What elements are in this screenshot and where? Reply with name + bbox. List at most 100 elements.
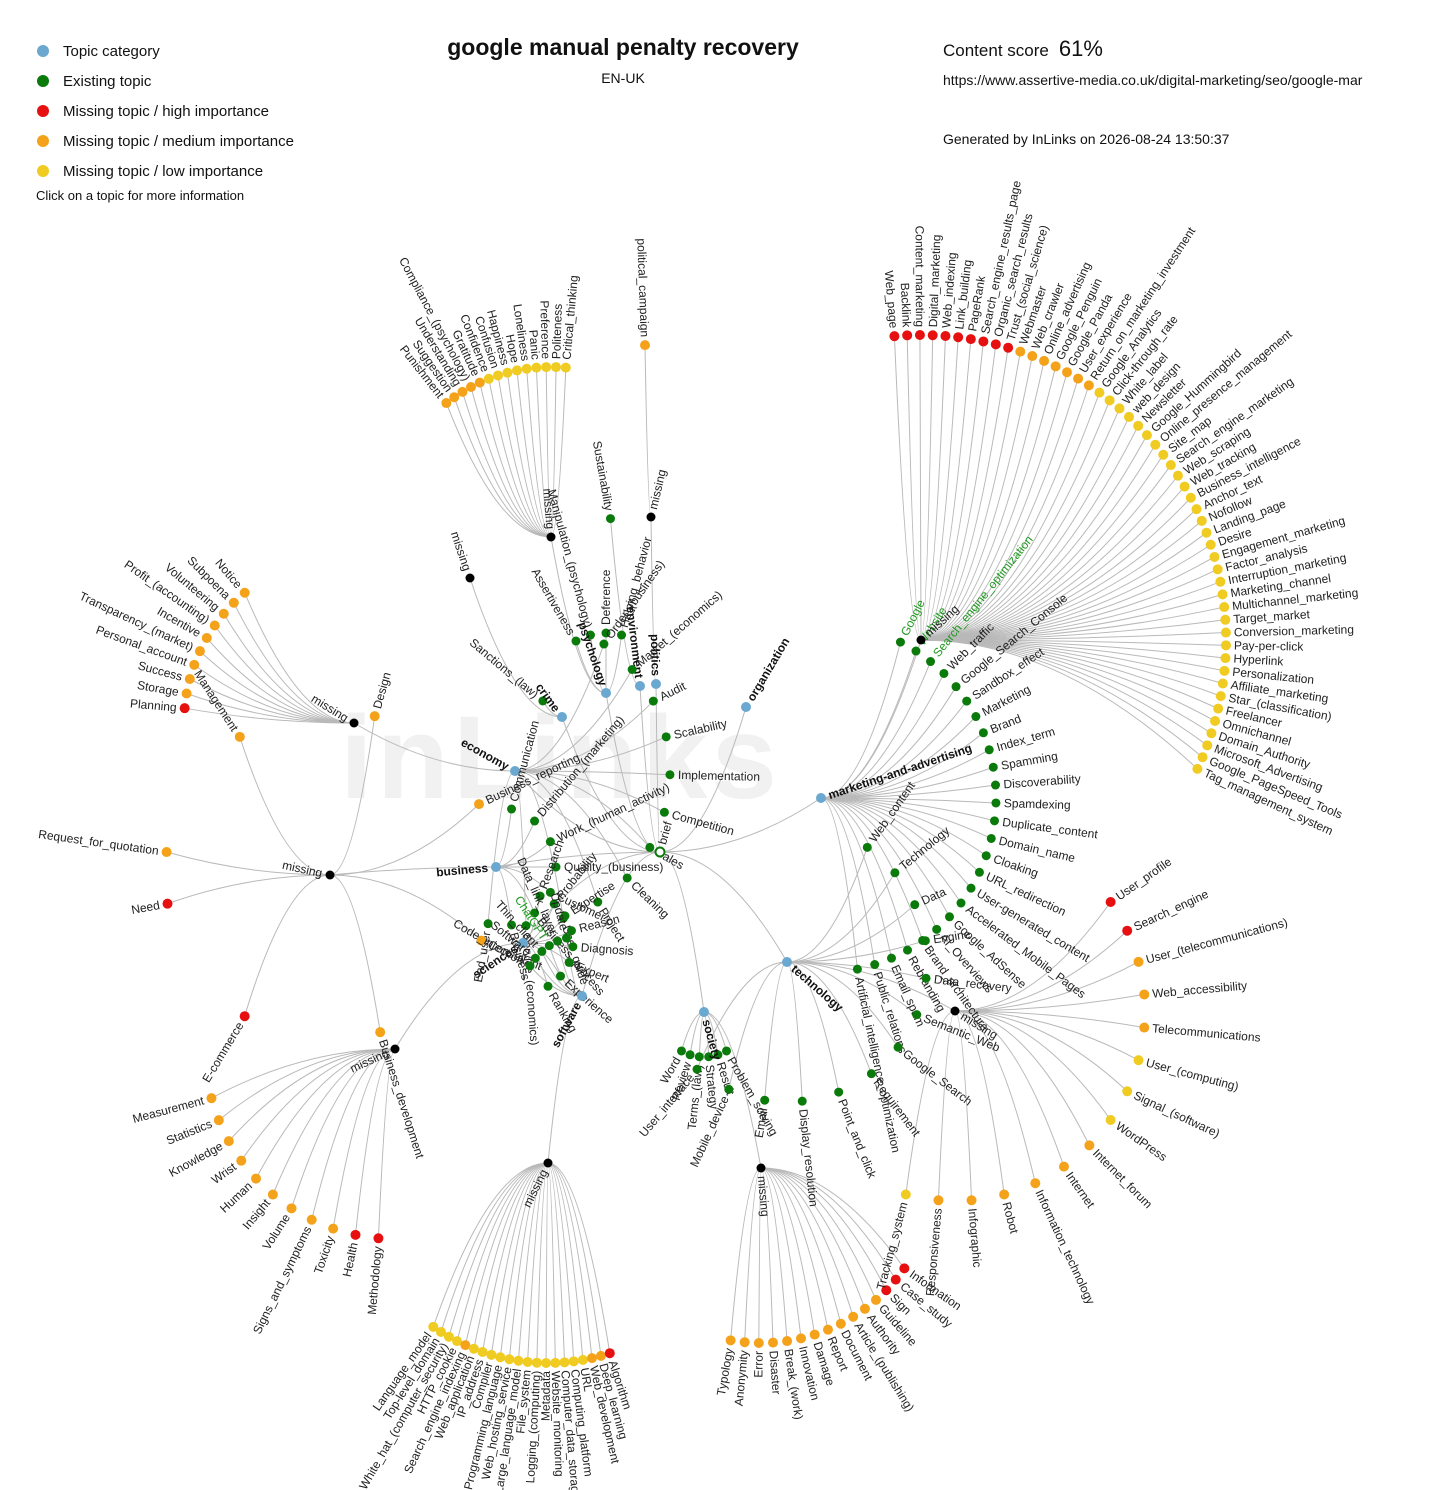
missing-topic-label[interactable]: Need bbox=[130, 898, 161, 917]
missing-topic-node[interactable] bbox=[1027, 351, 1038, 362]
missing-topic-node[interactable] bbox=[1217, 678, 1228, 689]
missing-topic-node[interactable] bbox=[1209, 551, 1220, 562]
missing-topic-node[interactable] bbox=[239, 1011, 250, 1022]
missing-topic-label[interactable]: Signs_and_symptoms bbox=[250, 1224, 314, 1336]
missing-topic-node[interactable] bbox=[1083, 380, 1094, 391]
existing-topic-node[interactable] bbox=[890, 868, 900, 878]
existing-topic-node[interactable] bbox=[585, 630, 595, 640]
missing-topic-node[interactable] bbox=[978, 336, 989, 347]
missing-topic-label[interactable]: Web_indexing bbox=[939, 252, 959, 329]
missing-topic-node[interactable] bbox=[531, 1357, 542, 1368]
existing-topic-node[interactable] bbox=[538, 696, 548, 706]
missing-topic-node[interactable] bbox=[953, 332, 964, 343]
category-node[interactable] bbox=[741, 702, 751, 712]
missing-topic-node[interactable] bbox=[870, 1294, 881, 1305]
existing-topic-node[interactable] bbox=[866, 1069, 876, 1079]
existing-topic-node[interactable] bbox=[886, 953, 896, 963]
existing-topic-node[interactable] bbox=[939, 668, 949, 678]
missing-topic-node[interactable] bbox=[586, 1353, 597, 1364]
missing-topic-node[interactable] bbox=[881, 1285, 892, 1296]
missing-topic-node[interactable] bbox=[457, 386, 468, 397]
existing-topic-node[interactable] bbox=[549, 899, 559, 909]
existing-topic-label[interactable]: Market_(economics) bbox=[634, 588, 725, 670]
missing-hub-label[interactable]: missing bbox=[540, 488, 557, 530]
existing-topic-node[interactable] bbox=[566, 926, 576, 936]
existing-topic-label[interactable]: Point_and_click bbox=[835, 1097, 879, 1181]
missing-topic-label[interactable]: WordPress bbox=[1113, 1119, 1169, 1164]
existing-topic-node[interactable] bbox=[966, 883, 976, 893]
missing-topic-label[interactable]: Management bbox=[191, 668, 241, 735]
missing-hub-label[interactable]: missing bbox=[755, 1175, 773, 1217]
existing-topic-label[interactable]: Spamming bbox=[1000, 749, 1059, 773]
missing-topic-label[interactable]: Anonymity bbox=[732, 1350, 751, 1407]
missing-topic-node[interactable] bbox=[1197, 752, 1208, 763]
missing-topic-node[interactable] bbox=[1219, 602, 1230, 613]
existing-topic-node[interactable] bbox=[932, 924, 942, 934]
missing-topic-node[interactable] bbox=[541, 362, 552, 373]
missing-topic-node[interactable] bbox=[639, 340, 650, 351]
root-label[interactable]: brief bbox=[655, 819, 675, 846]
existing-topic-label[interactable]: Sustainability bbox=[590, 440, 616, 512]
existing-topic-node[interactable] bbox=[659, 807, 669, 817]
missing-topic-label[interactable]: File_system bbox=[513, 1369, 533, 1434]
existing-topic-node[interactable] bbox=[951, 682, 961, 692]
missing-topic-node[interactable] bbox=[184, 674, 195, 685]
missing-hub-node[interactable] bbox=[756, 1163, 766, 1173]
missing-topic-node[interactable] bbox=[835, 1318, 846, 1329]
missing-topic-node[interactable] bbox=[848, 1311, 859, 1322]
missing-topic-node[interactable] bbox=[1105, 897, 1116, 908]
existing-topic-label[interactable]: Audit bbox=[657, 679, 688, 704]
existing-topic-node[interactable] bbox=[553, 936, 563, 946]
missing-hub-node[interactable] bbox=[465, 573, 475, 583]
category-node[interactable] bbox=[699, 1007, 709, 1017]
missing-topic-label[interactable]: Responsiveness bbox=[923, 1208, 945, 1297]
missing-topic-label[interactable]: Internet bbox=[1063, 1169, 1098, 1211]
category-node[interactable] bbox=[651, 679, 661, 689]
missing-topic-node[interactable] bbox=[767, 1337, 778, 1348]
existing-topic-node[interactable] bbox=[921, 973, 931, 983]
existing-topic-node[interactable] bbox=[537, 946, 547, 956]
missing-topic-node[interactable] bbox=[1122, 1086, 1133, 1097]
missing-topic-node[interactable] bbox=[1062, 367, 1073, 378]
missing-topic-node[interactable] bbox=[443, 1331, 454, 1342]
existing-topic-node[interactable] bbox=[895, 637, 905, 647]
category-node[interactable] bbox=[782, 957, 792, 967]
missing-topic-node[interactable] bbox=[550, 1357, 561, 1368]
existing-topic-node[interactable] bbox=[797, 1096, 807, 1106]
missing-topic-node[interactable] bbox=[902, 330, 913, 341]
existing-topic-node[interactable] bbox=[521, 921, 531, 931]
missing-topic-node[interactable] bbox=[940, 330, 951, 341]
missing-topic-node[interactable] bbox=[522, 1356, 533, 1367]
existing-topic-node[interactable] bbox=[920, 936, 930, 946]
existing-topic-node[interactable] bbox=[551, 862, 561, 872]
missing-hub-node[interactable] bbox=[325, 870, 335, 880]
missing-topic-node[interactable] bbox=[809, 1329, 820, 1340]
missing-topic-node[interactable] bbox=[428, 1321, 439, 1332]
missing-topic-node[interactable] bbox=[1215, 691, 1226, 702]
existing-topic-node[interactable] bbox=[713, 1050, 723, 1060]
missing-topic-label[interactable]: Critical_thinking bbox=[560, 275, 581, 361]
existing-topic-label[interactable]: Spamdexing bbox=[1004, 796, 1071, 812]
missing-topic-label[interactable]: Hyperlink bbox=[1233, 652, 1285, 669]
missing-topic-label[interactable]: Preference bbox=[537, 300, 553, 359]
missing-topic-node[interactable] bbox=[753, 1337, 764, 1348]
missing-topic-node[interactable] bbox=[595, 1350, 606, 1361]
existing-topic-node[interactable] bbox=[543, 981, 553, 991]
existing-topic-node[interactable] bbox=[677, 1046, 686, 1056]
missing-topic-node[interactable] bbox=[796, 1333, 807, 1344]
missing-topic-node[interactable] bbox=[1133, 420, 1144, 431]
missing-topic-node[interactable] bbox=[435, 1326, 446, 1337]
missing-topic-node[interactable] bbox=[900, 1189, 911, 1200]
missing-topic-node[interactable] bbox=[1220, 614, 1231, 625]
missing-topic-label[interactable]: Internet_forum bbox=[1090, 1146, 1155, 1211]
existing-topic-node[interactable] bbox=[507, 804, 517, 814]
missing-hub-label[interactable]: missing bbox=[646, 468, 669, 511]
missing-topic-node[interactable] bbox=[369, 711, 380, 722]
existing-topic-node[interactable] bbox=[926, 657, 936, 667]
missing-topic-node[interactable] bbox=[1050, 361, 1061, 372]
missing-topic-node[interactable] bbox=[1192, 763, 1203, 774]
missing-topic-node[interactable] bbox=[452, 1336, 463, 1347]
missing-topic-node[interactable] bbox=[1179, 481, 1190, 492]
missing-topic-node[interactable] bbox=[1205, 539, 1216, 550]
existing-topic-label[interactable]: Strategy bbox=[703, 1064, 722, 1110]
